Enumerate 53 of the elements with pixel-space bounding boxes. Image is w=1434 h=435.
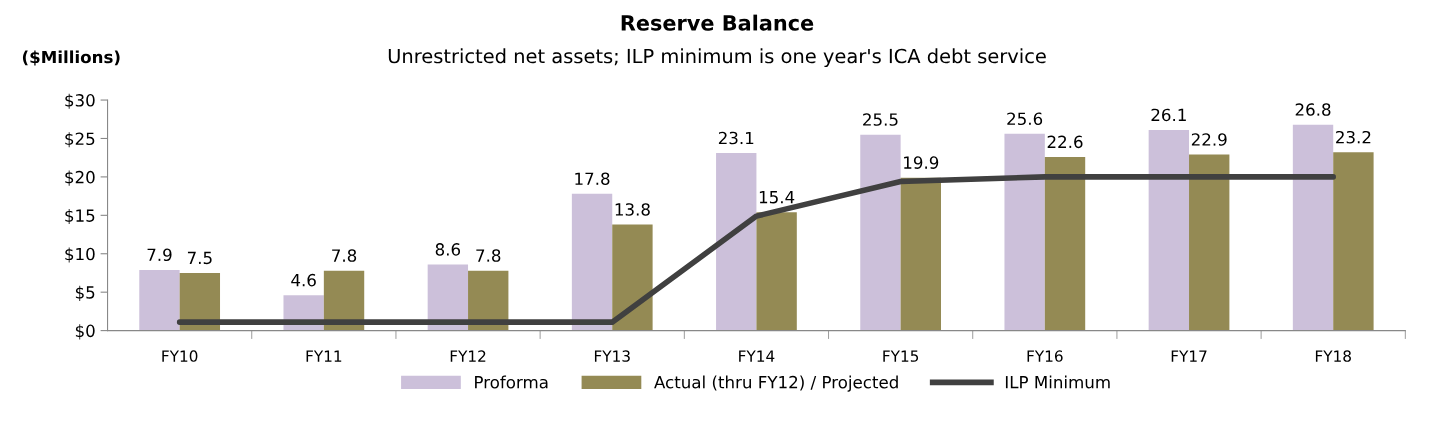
- x-tick-label: FY16: [1027, 350, 1063, 362]
- x-tick-label: FY15: [883, 350, 919, 362]
- data-label: 25.6: [1007, 112, 1043, 126]
- bar: [1004, 133, 1045, 331]
- bar: [900, 177, 942, 331]
- x-tick-label: FY17: [1171, 350, 1207, 362]
- y-tick-label: $10: [65, 247, 95, 263]
- data-label: 17.8: [575, 172, 610, 186]
- x-tick-label: FY10: [162, 350, 198, 362]
- data-label: 7.5: [187, 251, 212, 265]
- x-tick-label: FY14: [739, 350, 775, 362]
- data-label: 7.8: [332, 249, 357, 262]
- bar: [1333, 152, 1374, 331]
- data-label: 23.1: [718, 131, 754, 145]
- data-label: 26.1: [1151, 108, 1186, 122]
- data-label: 15.4: [759, 191, 795, 204]
- y-tick-label: $30: [65, 93, 95, 109]
- bar: [612, 224, 653, 331]
- y-tick-label: $20: [65, 170, 95, 186]
- bar: [716, 153, 757, 331]
- bar: [756, 212, 797, 331]
- y-tick-label: $0: [75, 324, 95, 340]
- x-tick-label: FY12: [450, 350, 486, 362]
- x-tick-label: FY11: [306, 350, 342, 362]
- data-label: 7.9: [147, 248, 172, 262]
- data-label: 7.8: [476, 249, 501, 262]
- data-label: 8.6: [435, 243, 461, 256]
- bar: [1148, 130, 1190, 331]
- data-label: 25.5: [863, 113, 898, 126]
- y-tick-label: $5: [75, 285, 95, 301]
- data-label: 22.9: [1191, 133, 1227, 146]
- bar: [1292, 124, 1334, 331]
- x-tick-label: FY18: [1315, 350, 1351, 362]
- legend-label: Actual (thru FY12) / Projected: [654, 375, 898, 392]
- data-label: 13.8: [615, 203, 650, 216]
- x-tick-label: FY13: [594, 350, 630, 362]
- y-tick-label: $25: [65, 132, 95, 148]
- data-label: 19.9: [904, 156, 939, 169]
- y-axis-title: ($Millions): [22, 50, 120, 66]
- data-label: 22.6: [1047, 135, 1083, 149]
- y-tick-label: $15: [65, 208, 95, 225]
- chart-subtitle: Unrestricted net assets; ILP minimum is one year's ICA debt service: [388, 48, 1046, 68]
- bar: [139, 269, 180, 331]
- data-label: 26.8: [1295, 103, 1331, 116]
- bar: [1044, 156, 1086, 331]
- chart-title: Reserve Balance: [621, 14, 814, 31]
- bar: [1189, 154, 1230, 331]
- data-label: 4.6: [291, 273, 316, 287]
- legend-label: Proforma: [475, 375, 548, 389]
- bar: [860, 134, 901, 331]
- bar: [571, 193, 613, 331]
- data-label: 23.2: [1336, 130, 1371, 144]
- legend-label: ILP Minimum: [1005, 375, 1110, 389]
